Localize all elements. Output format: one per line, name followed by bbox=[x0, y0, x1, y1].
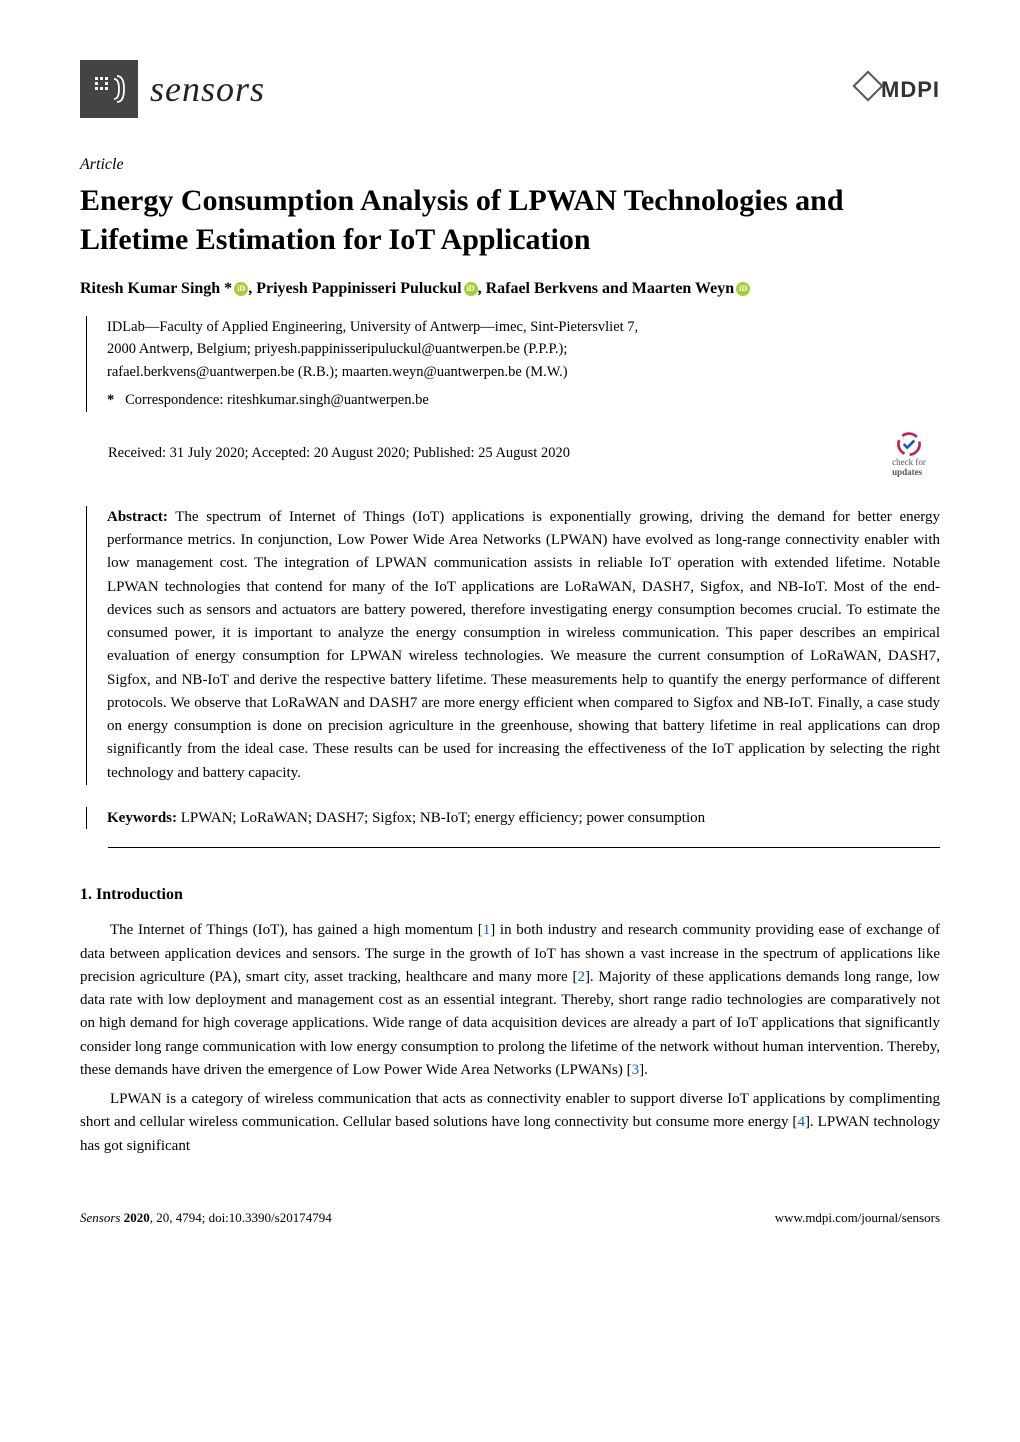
article-title: Energy Consumption Analysis of LPWAN Tec… bbox=[80, 181, 940, 259]
header-row: sensors MDPI bbox=[80, 60, 940, 118]
journal-logo-block: sensors bbox=[80, 60, 265, 118]
abstract-label: Abstract: bbox=[107, 509, 168, 525]
footer-journal: Sensors bbox=[80, 1210, 124, 1225]
orcid-icon[interactable] bbox=[464, 282, 478, 296]
dates-row: Received: 31 July 2020; Accepted: 20 Aug… bbox=[108, 430, 940, 478]
correspondence-line: * Correspondence: riteshkumar.singh@uant… bbox=[107, 389, 940, 411]
check-updates-line1: check for bbox=[892, 457, 926, 467]
reference-link[interactable]: 2 bbox=[577, 969, 585, 985]
abstract-block: Abstract: The spectrum of Internet of Th… bbox=[86, 506, 940, 785]
keywords-block: Keywords: LPWAN; LoRaWAN; DASH7; Sigfox;… bbox=[86, 807, 940, 830]
mdpi-logo: MDPI bbox=[881, 73, 940, 106]
author-rest: , Rafael Berkvens and Maarten Weyn bbox=[478, 280, 735, 297]
affiliation-block: IDLab—Faculty of Applied Engineering, Un… bbox=[86, 316, 940, 412]
reference-link[interactable]: 4 bbox=[797, 1114, 805, 1130]
footer-row: Sensors 2020, 20, 4794; doi:10.3390/s201… bbox=[80, 1208, 940, 1228]
body-paragraph: LPWAN is a category of wireless communic… bbox=[80, 1088, 940, 1158]
para-text: ]. bbox=[639, 1062, 648, 1078]
para-text: The Internet of Things (IoT), has gained… bbox=[110, 922, 483, 938]
para-text: ]. Majority of these applications demand… bbox=[80, 969, 940, 1078]
keywords-label: Keywords: bbox=[107, 810, 177, 826]
section-heading: 1. Introduction bbox=[80, 883, 940, 907]
article-type: Article bbox=[80, 153, 940, 177]
reference-link[interactable]: 3 bbox=[632, 1062, 640, 1078]
abstract-text: The spectrum of Internet of Things (IoT)… bbox=[107, 509, 940, 781]
journal-name: sensors bbox=[150, 62, 265, 116]
check-updates-badge[interactable]: check forupdates bbox=[878, 430, 940, 478]
affiliation-line: IDLab—Faculty of Applied Engineering, Un… bbox=[107, 316, 940, 338]
keywords-text: LPWAN; LoRaWAN; DASH7; Sigfox; NB-IoT; e… bbox=[181, 810, 705, 826]
footer-year: 2020 bbox=[124, 1210, 150, 1225]
author-1: Ritesh Kumar Singh * bbox=[80, 280, 232, 297]
affiliation-line: rafael.berkvens@uantwerpen.be (R.B.); ma… bbox=[107, 361, 940, 383]
correspondence-marker: * bbox=[107, 392, 114, 408]
divider-line bbox=[108, 847, 940, 848]
authors-line: Ritesh Kumar Singh * , Priyesh Pappinisse… bbox=[80, 277, 940, 301]
author-2: , Priyesh Pappinisseri Puluckul bbox=[248, 280, 461, 297]
affiliation-line: 2000 Antwerp, Belgium; priyesh.pappiniss… bbox=[107, 338, 940, 360]
sensors-logo-icon bbox=[80, 60, 138, 118]
check-updates-line2: updates bbox=[892, 467, 922, 477]
dates-text: Received: 31 July 2020; Accepted: 20 Aug… bbox=[108, 443, 570, 465]
body-paragraph: The Internet of Things (IoT), has gained… bbox=[80, 919, 940, 1082]
footer-left: Sensors 2020, 20, 4794; doi:10.3390/s201… bbox=[80, 1208, 332, 1228]
orcid-icon[interactable] bbox=[736, 282, 750, 296]
correspondence-text: Correspondence: riteshkumar.singh@uantwe… bbox=[125, 392, 429, 408]
orcid-icon[interactable] bbox=[234, 282, 248, 296]
footer-right-link[interactable]: www.mdpi.com/journal/sensors bbox=[775, 1208, 940, 1228]
footer-citation: , 20, 4794; doi:10.3390/s20174794 bbox=[150, 1210, 332, 1225]
